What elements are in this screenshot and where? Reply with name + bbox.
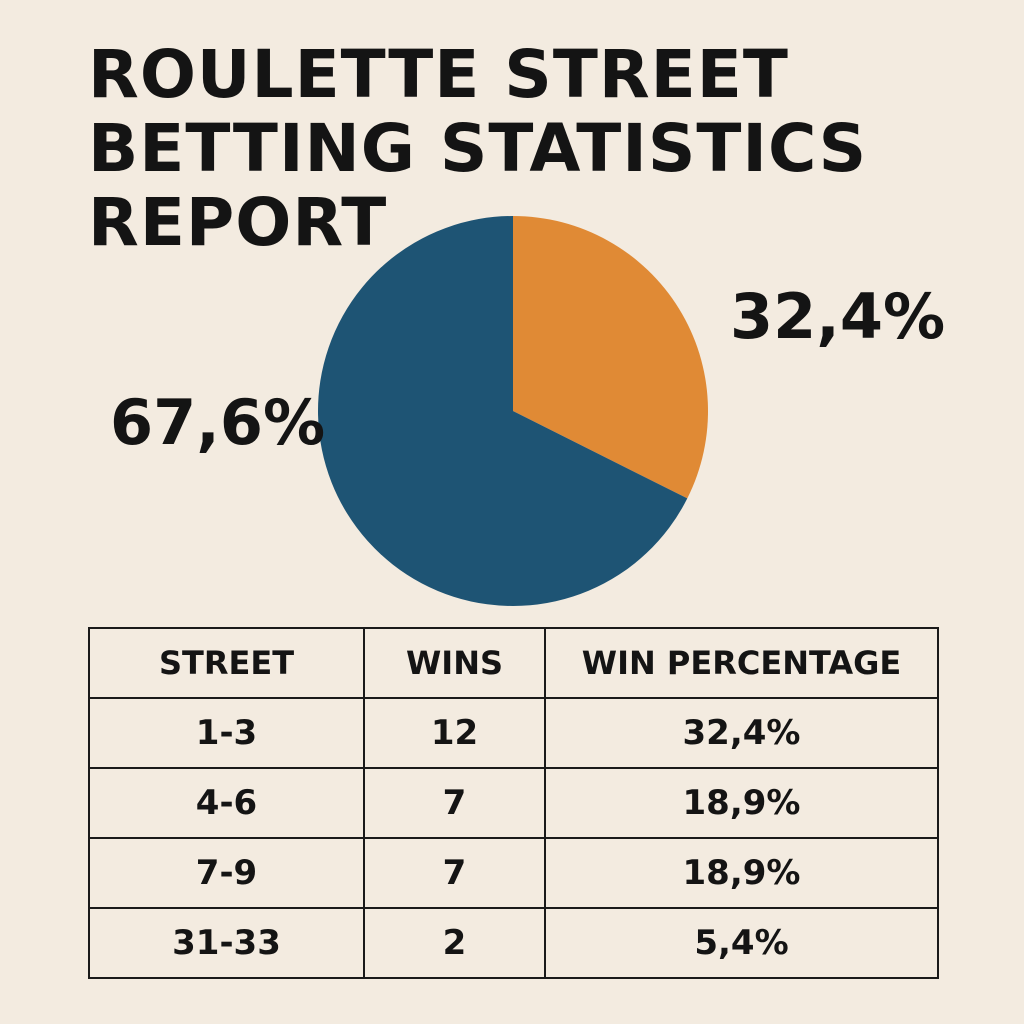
table-row: 1-3 12 32,4% [88, 697, 939, 769]
table-header-row: STREET WINS WIN PERCENTAGE [88, 627, 939, 699]
slice-label-blue: 67,6% [110, 386, 326, 459]
pie-slices [318, 215, 708, 606]
report-title: ROULETTE STREET BETTING STATISTICS REPOR… [88, 38, 867, 260]
cell-wins: 2 [363, 907, 546, 979]
cell-wins: 7 [363, 837, 546, 909]
cell-win-percentage: 18,9% [544, 767, 939, 839]
cell-win-percentage: 32,4% [544, 697, 939, 769]
cell-win-percentage: 18,9% [544, 837, 939, 909]
table-row: 4-6 7 18,9% [88, 767, 939, 839]
cell-street: 31-33 [88, 907, 365, 979]
cell-street: 7-9 [88, 837, 365, 909]
street-stats-table: STREET WINS WIN PERCENTAGE 1-3 12 32,4% … [88, 627, 939, 979]
header-wins: WINS [363, 627, 546, 699]
table-row: 7-9 7 18,9% [88, 837, 939, 909]
cell-wins: 7 [363, 767, 546, 839]
cell-win-percentage: 5,4% [544, 907, 939, 979]
cell-street: 1-3 [88, 697, 365, 769]
pie-slice-blue [318, 215, 688, 606]
table-row: 31-33 2 5,4% [88, 907, 939, 979]
pie-slice-orange [513, 216, 708, 499]
title-line-1: ROULETTE STREET [88, 36, 789, 113]
header-win-percentage: WIN PERCENTAGE [544, 627, 939, 699]
cell-street: 4-6 [88, 767, 365, 839]
slice-label-orange: 32,4% [730, 280, 946, 353]
title-line-3: REPORT [88, 184, 388, 261]
header-street: STREET [88, 627, 365, 699]
cell-wins: 12 [363, 697, 546, 769]
title-line-2: BETTING STATISTICS [88, 110, 868, 187]
